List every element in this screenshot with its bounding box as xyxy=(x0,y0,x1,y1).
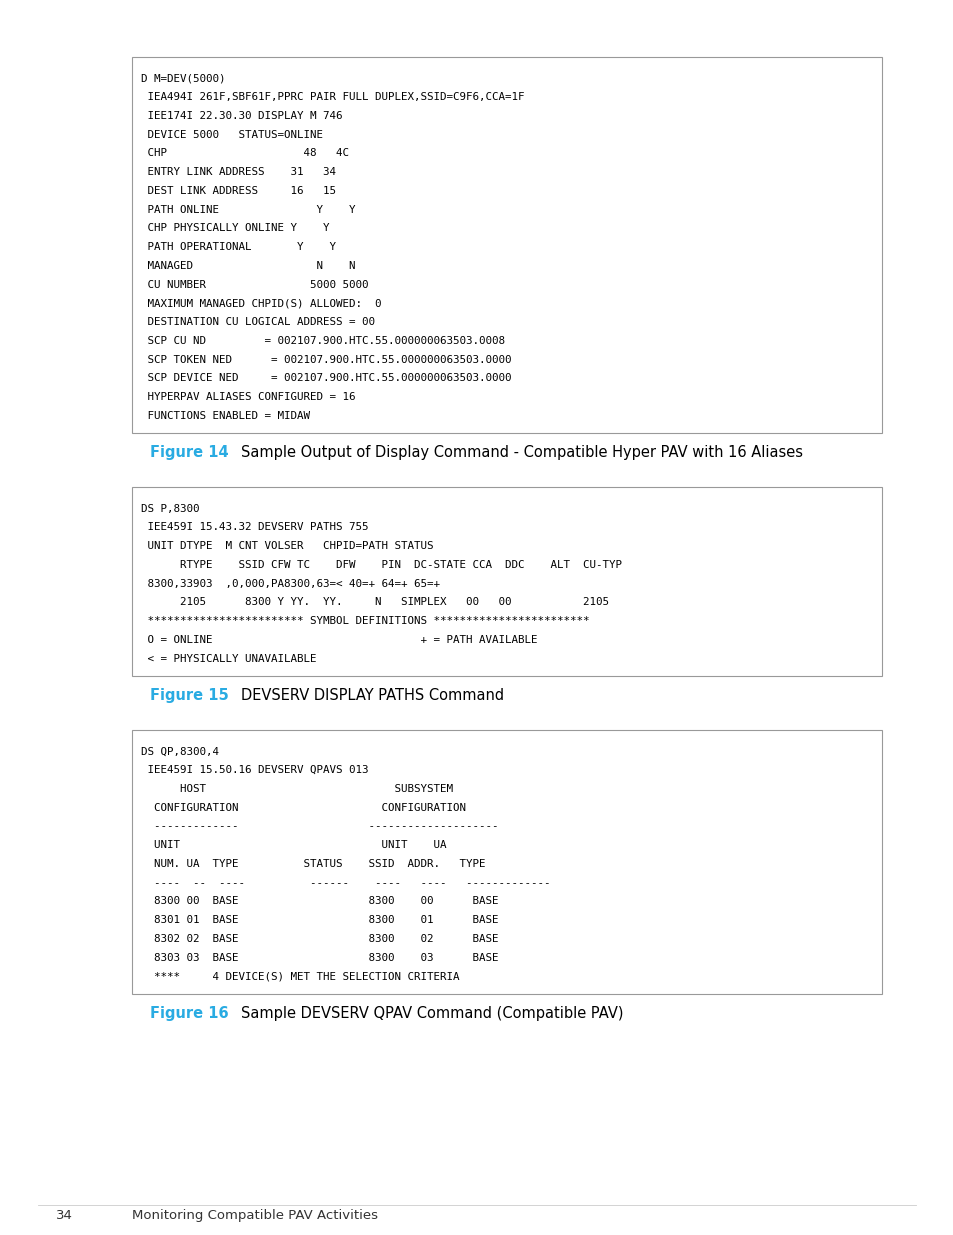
Text: Figure 14: Figure 14 xyxy=(150,446,229,461)
Text: 8302 02  BASE                    8300    02      BASE: 8302 02 BASE 8300 02 BASE xyxy=(141,934,498,944)
Text: DS P,8300: DS P,8300 xyxy=(141,504,199,514)
Text: -------------                    --------------------: ------------- -------------------- xyxy=(141,821,498,831)
Text: MAXIMUM MANAGED CHPID(S) ALLOWED:  0: MAXIMUM MANAGED CHPID(S) ALLOWED: 0 xyxy=(141,299,381,309)
Text: Figure 16: Figure 16 xyxy=(150,1005,229,1021)
Text: SCP DEVICE NED     = 002107.900.HTC.55.000000063503.0000: SCP DEVICE NED = 002107.900.HTC.55.00000… xyxy=(141,373,511,383)
Text: NUM. UA  TYPE          STATUS    SSID  ADDR.   TYPE: NUM. UA TYPE STATUS SSID ADDR. TYPE xyxy=(141,858,485,869)
Text: SCP CU ND         = 002107.900.HTC.55.000000063503.0008: SCP CU ND = 002107.900.HTC.55.0000000635… xyxy=(141,336,504,346)
Text: SCP TOKEN NED      = 002107.900.HTC.55.000000063503.0000: SCP TOKEN NED = 002107.900.HTC.55.000000… xyxy=(141,354,511,364)
Text: CHP                     48   4C: CHP 48 4C xyxy=(141,148,349,158)
Text: 8301 01  BASE                    8300    01      BASE: 8301 01 BASE 8300 01 BASE xyxy=(141,915,498,925)
Text: MANAGED                   N    N: MANAGED N N xyxy=(141,261,355,270)
Text: 2105      8300 Y YY.  YY.     N   SIMPLEX   00   00           2105: 2105 8300 Y YY. YY. N SIMPLEX 00 00 2105 xyxy=(141,598,608,608)
Text: PATH ONLINE               Y    Y: PATH ONLINE Y Y xyxy=(141,205,355,215)
Text: 8300,33903  ,0,000,PA8300,63=< 40=+ 64=+ 65=+: 8300,33903 ,0,000,PA8300,63=< 40=+ 64=+ … xyxy=(141,579,439,589)
Text: HYPERPAV ALIASES CONFIGURED = 16: HYPERPAV ALIASES CONFIGURED = 16 xyxy=(141,393,355,403)
Text: CONFIGURATION                      CONFIGURATION: CONFIGURATION CONFIGURATION xyxy=(141,803,465,813)
Text: FUNCTIONS ENABLED = MIDAW: FUNCTIONS ENABLED = MIDAW xyxy=(141,411,310,421)
Text: O = ONLINE                                + = PATH AVAILABLE: O = ONLINE + = PATH AVAILABLE xyxy=(141,635,537,645)
Text: Monitoring Compatible PAV Activities: Monitoring Compatible PAV Activities xyxy=(132,1209,377,1221)
Text: CU NUMBER                5000 5000: CU NUMBER 5000 5000 xyxy=(141,279,368,290)
Text: UNIT DTYPE  M CNT VOLSER   CHPID=PATH STATUS: UNIT DTYPE M CNT VOLSER CHPID=PATH STATU… xyxy=(141,541,433,551)
Text: ************************ SYMBOL DEFINITIONS ************************: ************************ SYMBOL DEFINITI… xyxy=(141,616,589,626)
Text: ****     4 DEVICE(S) MET THE SELECTION CRITERIA: **** 4 DEVICE(S) MET THE SELECTION CRITE… xyxy=(141,972,459,982)
Text: PATH OPERATIONAL       Y    Y: PATH OPERATIONAL Y Y xyxy=(141,242,335,252)
Bar xyxy=(132,488,882,676)
Text: RTYPE    SSID CFW TC    DFW    PIN  DC-STATE CCA  DDC    ALT  CU-TYP: RTYPE SSID CFW TC DFW PIN DC-STATE CCA D… xyxy=(141,559,621,569)
Text: IEE459I 15.50.16 DEVSERV QPAVS 013: IEE459I 15.50.16 DEVSERV QPAVS 013 xyxy=(141,766,368,776)
Text: 34: 34 xyxy=(56,1209,72,1221)
Text: IEE174I 22.30.30 DISPLAY M 746: IEE174I 22.30.30 DISPLAY M 746 xyxy=(141,111,342,121)
Text: HOST                             SUBSYSTEM: HOST SUBSYSTEM xyxy=(141,784,453,794)
Text: 8303 03  BASE                    8300    03      BASE: 8303 03 BASE 8300 03 BASE xyxy=(141,952,498,962)
Text: DEST LINK ADDRESS     16   15: DEST LINK ADDRESS 16 15 xyxy=(141,186,335,196)
Text: IEE459I 15.43.32 DEVSERV PATHS 755: IEE459I 15.43.32 DEVSERV PATHS 755 xyxy=(141,522,368,532)
Text: < = PHYSICALLY UNAVAILABLE: < = PHYSICALLY UNAVAILABLE xyxy=(141,653,316,663)
Text: 8300 00  BASE                    8300    00      BASE: 8300 00 BASE 8300 00 BASE xyxy=(141,897,498,906)
Text: DEVSERV DISPLAY PATHS Command: DEVSERV DISPLAY PATHS Command xyxy=(240,688,503,703)
Text: Sample Output of Display Command - Compatible Hyper PAV with 16 Aliases: Sample Output of Display Command - Compa… xyxy=(240,446,801,461)
Bar xyxy=(132,730,882,994)
Text: DESTINATION CU LOGICAL ADDRESS = 00: DESTINATION CU LOGICAL ADDRESS = 00 xyxy=(141,317,375,327)
Text: ----  --  ----          ------    ----   ----   -------------: ---- -- ---- ------ ---- ---- ----------… xyxy=(141,878,550,888)
Text: DEVICE 5000   STATUS=ONLINE: DEVICE 5000 STATUS=ONLINE xyxy=(141,130,323,140)
Bar xyxy=(132,57,882,433)
Text: Figure 15: Figure 15 xyxy=(150,688,229,703)
Text: IEA494I 261F,SBF61F,PPRC PAIR FULL DUPLEX,SSID=C9F6,CCA=1F: IEA494I 261F,SBF61F,PPRC PAIR FULL DUPLE… xyxy=(141,93,524,103)
Text: DS QP,8300,4: DS QP,8300,4 xyxy=(141,746,219,756)
Text: Sample DEVSERV QPAV Command (Compatible PAV): Sample DEVSERV QPAV Command (Compatible … xyxy=(240,1005,622,1021)
Text: D M=DEV(5000): D M=DEV(5000) xyxy=(141,73,225,84)
Text: UNIT                               UNIT    UA: UNIT UNIT UA xyxy=(141,840,446,850)
Text: ENTRY LINK ADDRESS    31   34: ENTRY LINK ADDRESS 31 34 xyxy=(141,167,335,177)
Text: CHP PHYSICALLY ONLINE Y    Y: CHP PHYSICALLY ONLINE Y Y xyxy=(141,224,329,233)
